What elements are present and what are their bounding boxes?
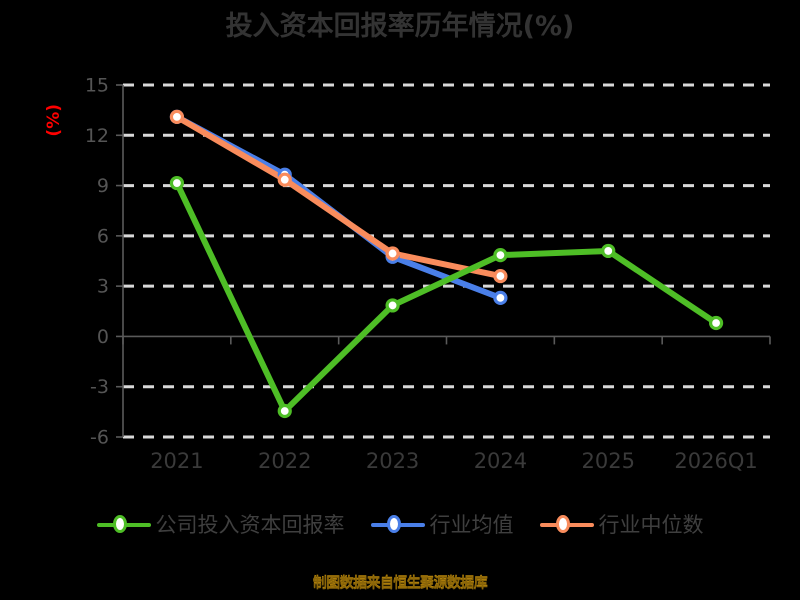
x-tick-label: 2023: [366, 449, 419, 473]
legend-marker: [96, 512, 151, 538]
data-point: [169, 109, 185, 124]
data-point: [493, 248, 508, 263]
y-tick-label: -6: [90, 427, 109, 449]
data-point: [385, 246, 400, 261]
legend-label: 公司投入资本回报率: [155, 513, 345, 537]
gridlines-group: [123, 83, 770, 439]
x-tick-label: 2026Q1: [674, 449, 757, 473]
chart-title: 投入资本回报率历年情况(%): [225, 11, 575, 42]
legend-marker: [370, 512, 425, 538]
legend-item[interactable]: 行业均值: [370, 512, 514, 538]
y-tick-label: -3: [90, 376, 109, 398]
x-tick-label: 2024: [474, 449, 527, 473]
y-tick-label: 6: [97, 225, 109, 247]
legend-label: 行业中位数: [598, 513, 704, 537]
data-point: [385, 298, 400, 313]
x-tick-label: 2021: [150, 449, 203, 473]
footer-note: 制图数据来自恒生聚源数据库 制图数据来自恒生聚源数据库: [0, 572, 800, 592]
data-point: [277, 403, 292, 419]
circle-marker-icon: [386, 515, 401, 533]
circle-marker-icon: [555, 515, 570, 533]
data-point: [277, 172, 292, 187]
legend-marker: [539, 512, 594, 538]
y-tick-label: 12: [85, 125, 109, 147]
y-tick-label: 9: [97, 175, 109, 197]
series-line: [173, 180, 720, 415]
data-point: [169, 175, 185, 191]
series-line: [173, 113, 504, 280]
x-tick-marks-group: [122, 336, 771, 345]
y-tick-label: 0: [97, 326, 109, 348]
series-points-group: [169, 109, 724, 419]
chart-legend: 公司投入资本回报率 行业均值 行业中位数: [0, 512, 800, 538]
footer-note-text-shadow: 制图数据来自恒生聚源数据库: [312, 576, 488, 592]
x-tick-label: 2025: [582, 449, 635, 473]
data-point: [601, 243, 616, 259]
y-tick-label: 15: [85, 75, 109, 97]
legend-item[interactable]: 公司投入资本回报率: [96, 512, 345, 538]
legend-label: 行业均值: [429, 513, 514, 537]
y-tick-labels-group: 15 12 9 6 3 0 -3 -6: [85, 75, 109, 449]
footer-note-text: 制图数据来自恒生聚源数据库: [312, 575, 488, 591]
data-point: [493, 290, 508, 305]
x-tick-labels-group: 2021 2022 2023 2024 2025 2026Q1: [150, 449, 758, 473]
data-point: [493, 268, 508, 284]
circle-marker-icon: [112, 515, 127, 533]
x-tick-label: 2022: [258, 449, 311, 473]
data-point: [708, 315, 724, 331]
y-tick-label: 3: [97, 276, 109, 298]
legend-item[interactable]: 行业中位数: [539, 512, 704, 538]
series-lines-group: [173, 113, 720, 415]
